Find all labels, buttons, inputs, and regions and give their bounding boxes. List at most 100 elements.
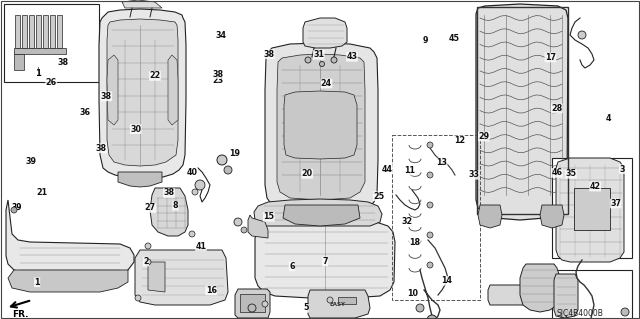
Bar (392, 135, 480, 300)
Circle shape (427, 262, 433, 268)
Text: 29: 29 (478, 132, 490, 141)
Circle shape (224, 166, 232, 174)
Text: 17: 17 (545, 53, 556, 62)
Text: 2: 2 (143, 257, 148, 266)
Circle shape (189, 231, 195, 237)
Polygon shape (255, 222, 395, 298)
Bar (4, 4, 99, 82)
Text: 1: 1 (35, 278, 40, 287)
Text: 31: 31 (313, 50, 324, 59)
Polygon shape (36, 15, 41, 48)
Text: 40: 40 (186, 168, 198, 177)
Text: 8: 8 (173, 201, 178, 210)
Text: 38: 38 (163, 189, 175, 197)
Polygon shape (248, 215, 268, 238)
Text: 34: 34 (215, 31, 227, 40)
Polygon shape (43, 15, 48, 48)
Text: 12: 12 (454, 136, 465, 145)
Text: 18: 18 (409, 238, 420, 247)
Text: 11: 11 (404, 166, 415, 175)
Circle shape (145, 259, 151, 265)
Text: 16: 16 (205, 286, 217, 295)
Circle shape (427, 202, 433, 208)
Polygon shape (277, 54, 365, 200)
Polygon shape (15, 15, 20, 48)
Text: 4: 4 (605, 114, 611, 122)
Circle shape (427, 315, 437, 319)
Circle shape (241, 227, 247, 233)
Polygon shape (554, 274, 578, 318)
Text: 23: 23 (212, 76, 223, 85)
Text: 1: 1 (35, 69, 41, 78)
Polygon shape (150, 188, 188, 236)
Text: FR.: FR. (12, 310, 28, 319)
Polygon shape (265, 43, 378, 214)
Circle shape (427, 142, 433, 148)
Text: 38: 38 (100, 92, 112, 101)
Text: 36: 36 (79, 108, 91, 117)
Circle shape (427, 232, 433, 238)
Polygon shape (6, 200, 134, 276)
Text: 13: 13 (436, 158, 447, 167)
Polygon shape (168, 55, 178, 125)
Text: 22: 22 (149, 71, 161, 80)
Text: 14: 14 (441, 276, 452, 285)
Circle shape (416, 304, 424, 312)
Bar (477, 7, 568, 214)
Polygon shape (99, 9, 186, 178)
Text: 33: 33 (468, 170, 479, 179)
Polygon shape (254, 199, 382, 226)
Polygon shape (303, 18, 347, 48)
Polygon shape (148, 262, 165, 292)
Text: 27: 27 (145, 204, 156, 212)
Text: 38: 38 (57, 58, 68, 67)
Text: 20: 20 (301, 169, 313, 178)
Polygon shape (122, 0, 162, 8)
Circle shape (135, 295, 141, 301)
Text: EASY: EASY (330, 302, 346, 308)
Text: 15: 15 (263, 212, 275, 221)
Polygon shape (308, 290, 370, 318)
Text: 21: 21 (36, 189, 47, 197)
Polygon shape (556, 158, 624, 262)
Text: 9: 9 (423, 36, 428, 45)
Bar (552, 270, 632, 319)
Circle shape (305, 57, 311, 63)
Circle shape (578, 31, 586, 39)
Polygon shape (476, 4, 568, 220)
Circle shape (331, 57, 337, 63)
Polygon shape (235, 289, 270, 318)
Circle shape (195, 180, 205, 190)
Text: 30: 30 (130, 125, 141, 134)
Circle shape (319, 62, 324, 66)
Text: 41: 41 (195, 242, 207, 251)
Text: 5: 5 (303, 303, 308, 312)
Polygon shape (107, 19, 178, 166)
Polygon shape (22, 15, 27, 48)
Text: 38: 38 (263, 50, 275, 59)
Text: 3: 3 (620, 165, 625, 174)
Text: 26: 26 (45, 78, 57, 87)
Text: 45: 45 (449, 34, 460, 43)
Circle shape (234, 218, 242, 226)
Text: 38: 38 (212, 70, 223, 78)
Polygon shape (107, 55, 118, 125)
Polygon shape (284, 91, 357, 159)
Text: 24: 24 (321, 79, 332, 88)
Polygon shape (8, 270, 128, 292)
Text: 44: 44 (381, 165, 393, 174)
Text: 42: 42 (589, 182, 601, 191)
Text: 7: 7 (323, 257, 328, 266)
Text: 38: 38 (95, 144, 107, 153)
Polygon shape (478, 205, 502, 228)
Circle shape (327, 297, 333, 303)
Text: 19: 19 (229, 149, 241, 158)
Circle shape (11, 207, 17, 213)
Polygon shape (135, 250, 228, 305)
Text: 39: 39 (12, 203, 22, 212)
Text: 25: 25 (373, 192, 385, 201)
Text: 43: 43 (346, 52, 358, 61)
Polygon shape (118, 172, 162, 187)
Bar (574, 188, 610, 230)
Bar (338, 297, 356, 304)
